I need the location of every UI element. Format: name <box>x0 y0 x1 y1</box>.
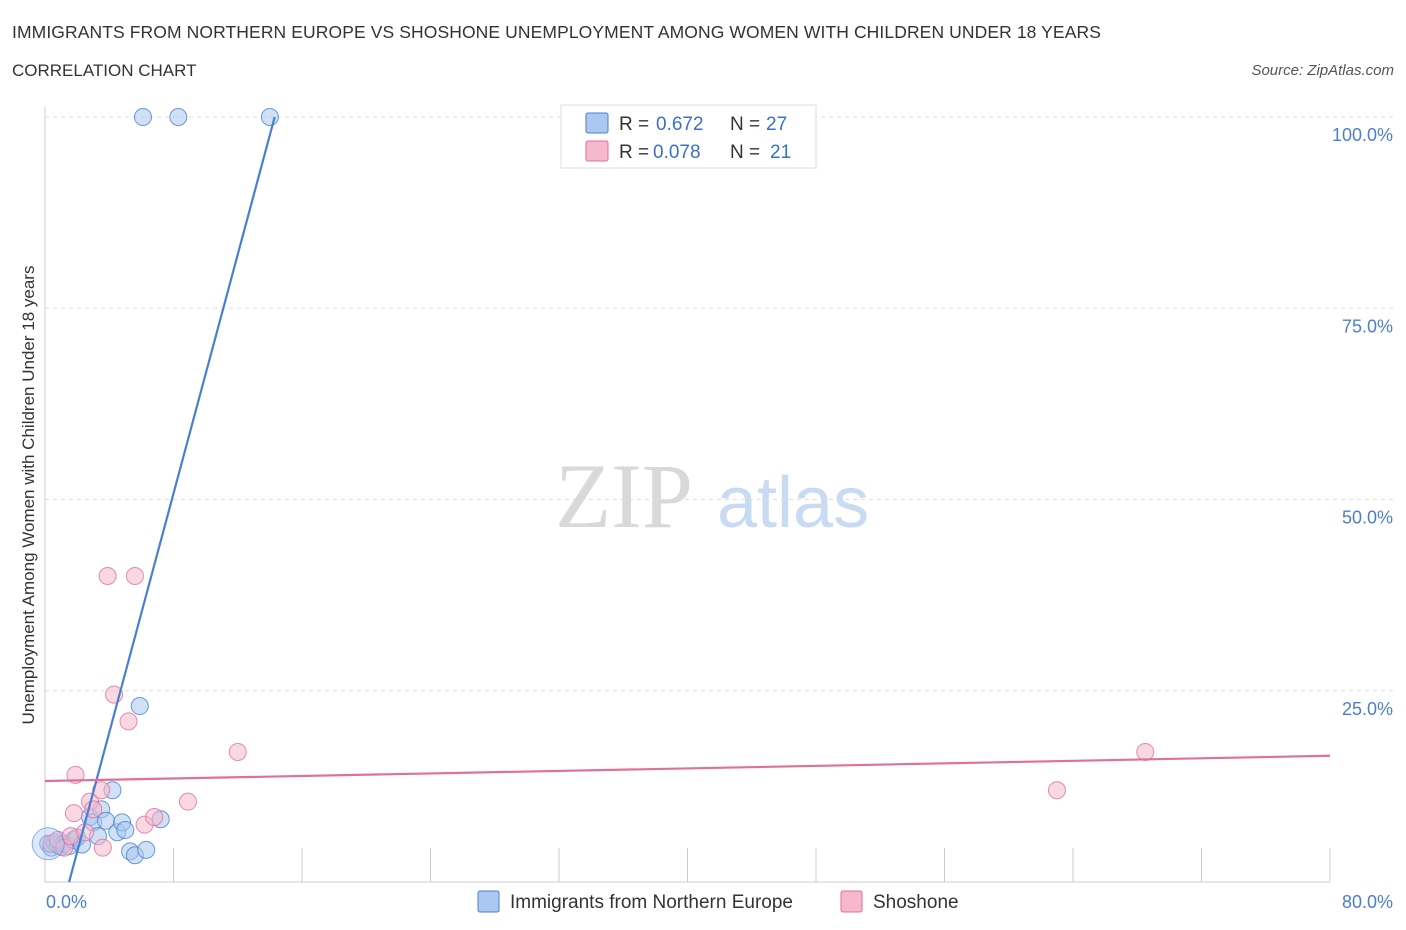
y-tick-labels: 25.0% 50.0% 75.0% 100.0% <box>1332 125 1393 719</box>
y-tick-label-75: 75.0% <box>1342 316 1393 336</box>
x-tick-label-max: 80.0% <box>1342 892 1393 912</box>
legend-r-value-1: 0.672 <box>656 114 704 135</box>
legend-r-label-2: R = <box>619 142 649 163</box>
series-legend-label-1: Immigrants from Northern Europe <box>510 892 793 913</box>
series-legend: Immigrants from Northern Europe Shoshone <box>477 890 959 913</box>
point-s2-16 <box>145 807 164 826</box>
y-tick-label-50: 50.0% <box>1342 508 1393 528</box>
legend-swatch-blue <box>585 112 609 134</box>
point-s2-19 <box>1047 781 1066 800</box>
point-s1-26 <box>260 108 279 126</box>
point-s2-18 <box>228 742 247 761</box>
y-tick-label-100: 100.0% <box>1332 125 1393 145</box>
series-legend-swatch-blue <box>477 890 500 913</box>
x-tick-label-min: 0.0% <box>46 892 87 912</box>
stats-legend: R = 0.672 N = 27 R = 0.078 N = 21 <box>560 104 817 169</box>
legend-n-value-2: 21 <box>770 142 791 163</box>
chart-subtitle: CORRELATION CHART <box>12 61 197 80</box>
point-s2-20 <box>1136 742 1155 761</box>
point-s2-4 <box>64 804 83 823</box>
trend-line-s2 <box>44 754 1331 783</box>
legend-n-label-2: N = <box>730 142 760 163</box>
trend-lines <box>44 116 1331 883</box>
point-s2-11 <box>98 567 117 585</box>
point-s2-17 <box>178 792 197 811</box>
y-tick-label-25: 25.0% <box>1342 699 1393 719</box>
x-tick-labels: 0.0% 80.0% <box>46 892 1393 912</box>
axes <box>44 107 1331 883</box>
chart-title: IMMIGRANTS FROM NORTHERN EUROPE VS SHOSH… <box>12 22 1101 42</box>
point-s1-22 <box>137 840 156 859</box>
legend-swatch-pink <box>585 140 609 162</box>
legend-r-value-2: 0.078 <box>653 142 701 163</box>
legend-n-value-1: 27 <box>766 114 787 135</box>
series-legend-label-2: Shoshone <box>873 892 959 913</box>
watermark-zip: ZIP <box>555 445 693 547</box>
point-s1-24 <box>133 108 152 126</box>
source-label: Source: ZipAtlas.com <box>1251 62 1394 79</box>
point-s1-cluster <box>31 827 65 861</box>
point-s2-14 <box>125 567 144 585</box>
point-s1-25 <box>169 108 188 126</box>
y-axis-label: Unemployment Among Women with Children U… <box>19 266 38 725</box>
legend-r-label-1: R = <box>619 114 649 135</box>
legend-n-label-1: N = <box>730 114 760 135</box>
point-s2-10 <box>93 838 112 857</box>
point-s2-13 <box>119 712 138 731</box>
point-s2-5 <box>66 765 85 784</box>
trend-line-s1 <box>68 116 276 883</box>
series-legend-swatch-pink <box>840 890 863 913</box>
point-s1-18 <box>116 820 135 839</box>
grid-lines <box>45 116 1393 692</box>
data-points <box>31 108 1155 865</box>
point-s1-21 <box>130 697 149 716</box>
watermark-atlas: atlas <box>717 463 869 543</box>
